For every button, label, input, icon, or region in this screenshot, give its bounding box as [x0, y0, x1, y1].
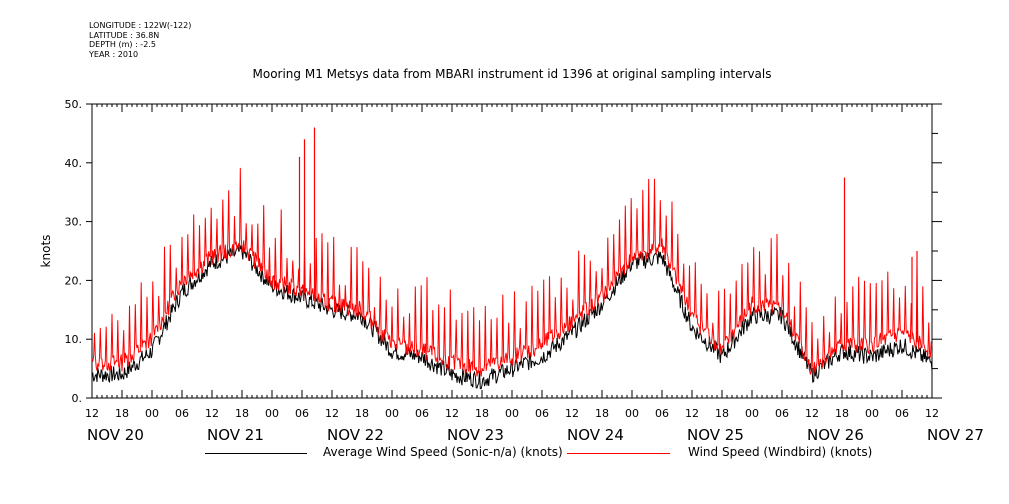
x-tick-label: 18 — [235, 407, 249, 420]
x-tick-label: 12 — [325, 407, 339, 420]
x-tick-label: 12 — [85, 407, 99, 420]
x-day-label: NOV 22 — [327, 426, 384, 444]
x-tick-label: 12 — [925, 407, 939, 420]
x-day-label: NOV 21 — [207, 426, 264, 444]
y-tick-label: 30. — [65, 216, 83, 229]
x-tick-label: 00 — [145, 407, 159, 420]
x-tick-label: 12 — [685, 407, 699, 420]
x-tick-label: 06 — [175, 407, 189, 420]
x-tick-label: 18 — [115, 407, 129, 420]
x-tick-label: 12 — [805, 407, 819, 420]
y-tick-label: 50. — [65, 98, 83, 111]
x-tick-label: 00 — [625, 407, 639, 420]
x-day-label: NOV 26 — [807, 426, 864, 444]
legend-swatch-windbird — [567, 453, 670, 454]
x-day-label: NOV 23 — [447, 426, 504, 444]
year-text: YEAR : 2010 — [89, 49, 139, 59]
x-day-label: NOV 24 — [567, 426, 624, 444]
y-axis-label: knots — [39, 235, 53, 268]
chart-title: Mooring M1 Metsys data from MBARI instru… — [252, 67, 772, 81]
station-metadata: LONGITUDE : 122W(-122) LATITUDE : 36.8N … — [89, 21, 191, 59]
x-day-label: NOV 25 — [687, 426, 744, 444]
y-tick-label: 20. — [65, 274, 83, 287]
x-tick-label: 18 — [475, 407, 489, 420]
x-tick-label: 00 — [745, 407, 759, 420]
x-tick-label: 06 — [655, 407, 669, 420]
x-tick-label: 00 — [865, 407, 879, 420]
x-tick-label: 00 — [385, 407, 399, 420]
legend-label-windbird: Wind Speed (Windbird) (knots) — [688, 445, 873, 459]
x-tick-label: 00 — [265, 407, 279, 420]
x-day-label: NOV 27 — [927, 426, 984, 444]
x-tick-label: 18 — [355, 407, 369, 420]
x-tick-label: 18 — [835, 407, 849, 420]
x-tick-label: 06 — [895, 407, 909, 420]
y-tick-label: 10. — [65, 333, 83, 346]
legend-swatch-average — [205, 453, 307, 454]
x-tick-label: 18 — [595, 407, 609, 420]
y-tick-label: 40. — [65, 157, 83, 170]
x-tick-label: 12 — [205, 407, 219, 420]
x-day-label: NOV 20 — [87, 426, 144, 444]
x-tick-label: 06 — [535, 407, 549, 420]
x-tick-label: 12 — [445, 407, 459, 420]
x-tick-label: 06 — [295, 407, 309, 420]
y-tick-label: 0. — [72, 392, 83, 405]
longitude-text: LONGITUDE : 122W(-122) — [89, 21, 192, 30]
x-tick-label: 18 — [715, 407, 729, 420]
series-windbird-line — [91, 167, 933, 377]
x-tick-label: 00 — [505, 407, 519, 420]
depth-text: DEPTH (m) : -2.5 — [89, 40, 156, 49]
x-tick-label: 12 — [565, 407, 579, 420]
x-tick-label: 06 — [415, 407, 429, 420]
chart-legend: Average Wind Speed (Sonic-n/a) (knots) W… — [0, 443, 1009, 465]
legend-label-average: Average Wind Speed (Sonic-n/a) (knots) — [323, 445, 563, 459]
latitude-text: LATITUDE : 36.8N — [89, 30, 160, 40]
x-tick-label: 06 — [775, 407, 789, 420]
